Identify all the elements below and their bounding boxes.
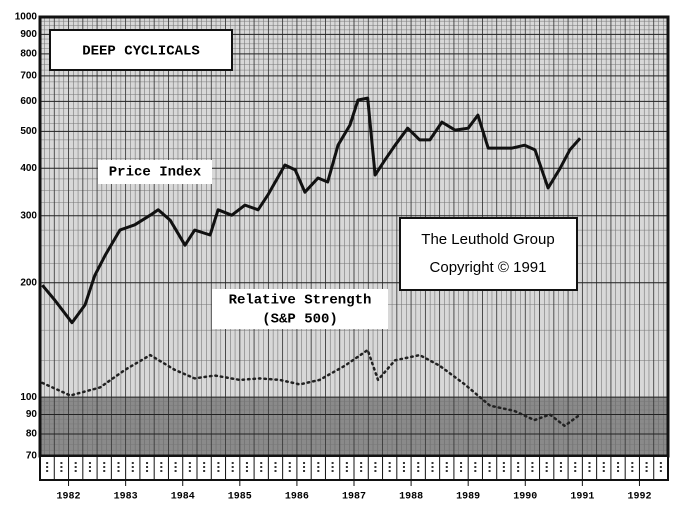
x-tick-label: 1984 — [171, 492, 195, 503]
annotation: The Leuthold Group — [421, 231, 554, 248]
x-tick-label: 1987 — [342, 492, 366, 503]
series-line — [41, 96, 582, 325]
axes: 70 80 90 100 200 300 400 500 600 700 800 900 1000 198… — [15, 12, 670, 503]
y-tick-label: 1000 — [15, 12, 38, 23]
y-tick-label: 600 — [20, 96, 37, 107]
series-label: Relative Strength — [229, 293, 372, 309]
y-tick-label: 700 — [20, 71, 37, 82]
x-tick-label: 1989 — [456, 492, 480, 503]
x-tick-label: 1988 — [399, 492, 423, 503]
x-tick-label: 1992 — [627, 492, 651, 503]
series-line — [41, 348, 582, 428]
y-tick-label: 300 — [20, 210, 37, 221]
label-bg — [212, 289, 388, 329]
x-tick-label: 1983 — [114, 492, 138, 503]
series-label: Price Index — [109, 165, 202, 181]
y-tick-label: 80 — [26, 429, 38, 440]
y-tick-label: 70 — [26, 451, 38, 462]
title-box — [49, 29, 233, 71]
x-tick-label: 1982 — [57, 492, 81, 503]
x-tick-label: 1991 — [570, 492, 594, 503]
label-bg — [98, 160, 212, 184]
y-tick-label: 500 — [20, 126, 37, 137]
annotation: (S&P 500) — [262, 312, 338, 328]
x-tick-label: 1985 — [228, 492, 252, 503]
annotation: Copyright © 1991 — [430, 259, 547, 276]
y-tick-label: 900 — [20, 29, 37, 40]
x-tick-label: 1990 — [513, 492, 537, 503]
y-tick-label: 90 — [26, 409, 38, 420]
credit-box — [399, 217, 578, 291]
chart-title: DEEP CYCLICALS — [82, 44, 200, 60]
y-tick-label: 100 — [20, 392, 37, 403]
marks — [41, 96, 582, 428]
y-tick-label: 200 — [20, 277, 37, 288]
y-tick-label: 400 — [20, 163, 37, 174]
y-tick-label: 800 — [20, 48, 37, 59]
x-tick-label: 1986 — [285, 492, 309, 503]
